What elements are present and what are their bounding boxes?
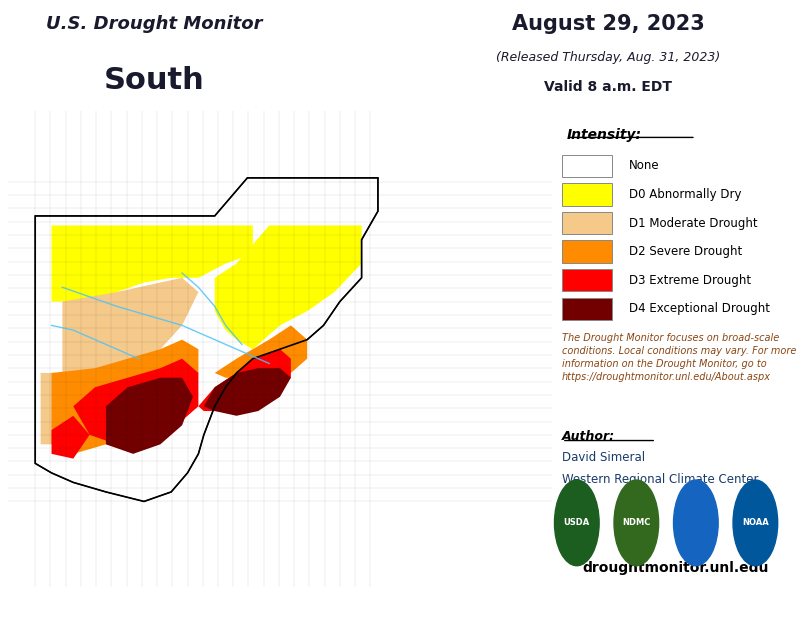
Text: NDMC: NDMC [622, 519, 650, 527]
FancyBboxPatch shape [562, 184, 611, 206]
Text: NOAA: NOAA [742, 519, 769, 527]
FancyBboxPatch shape [562, 240, 611, 263]
Text: August 29, 2023: August 29, 2023 [512, 14, 704, 35]
Circle shape [554, 480, 599, 565]
Polygon shape [41, 373, 74, 444]
Text: D2 Severe Drought: D2 Severe Drought [629, 245, 742, 258]
Polygon shape [106, 378, 193, 454]
Text: droughtmonitor.unl.edu: droughtmonitor.unl.edu [583, 561, 769, 575]
Text: D0 Abnormally Dry: D0 Abnormally Dry [629, 188, 742, 201]
FancyBboxPatch shape [562, 297, 611, 320]
Circle shape [733, 480, 778, 565]
Polygon shape [198, 349, 291, 411]
Text: U.S. Drought Monitor: U.S. Drought Monitor [46, 15, 262, 33]
FancyBboxPatch shape [562, 154, 611, 177]
Text: None: None [629, 159, 659, 172]
Polygon shape [204, 368, 291, 416]
Text: (Released Thursday, Aug. 31, 2023): (Released Thursday, Aug. 31, 2023) [496, 51, 720, 64]
Text: D1 Moderate Drought: D1 Moderate Drought [629, 216, 758, 229]
Text: D3 Extreme Drought: D3 Extreme Drought [629, 274, 751, 287]
Polygon shape [51, 416, 90, 459]
Text: The Drought Monitor focuses on broad-scale
conditions. Local conditions may vary: The Drought Monitor focuses on broad-sca… [562, 332, 796, 382]
Text: David Simeral: David Simeral [562, 452, 645, 465]
Polygon shape [214, 325, 307, 378]
Text: D4 Exceptional Drought: D4 Exceptional Drought [629, 302, 770, 315]
Text: Intensity:: Intensity: [567, 128, 642, 142]
Text: Valid 8 a.m. EDT: Valid 8 a.m. EDT [544, 80, 672, 94]
Text: Author:: Author: [562, 430, 615, 443]
Polygon shape [51, 340, 198, 454]
FancyBboxPatch shape [562, 212, 611, 234]
Circle shape [674, 480, 718, 565]
Text: South: South [104, 66, 204, 95]
Polygon shape [51, 226, 253, 302]
Polygon shape [62, 277, 198, 378]
Text: Western Regional Climate Center: Western Regional Climate Center [562, 473, 758, 486]
Polygon shape [74, 358, 198, 444]
Polygon shape [214, 226, 362, 349]
FancyBboxPatch shape [562, 269, 611, 291]
Polygon shape [35, 178, 378, 501]
Circle shape [614, 480, 658, 565]
Text: USDA: USDA [564, 519, 590, 527]
